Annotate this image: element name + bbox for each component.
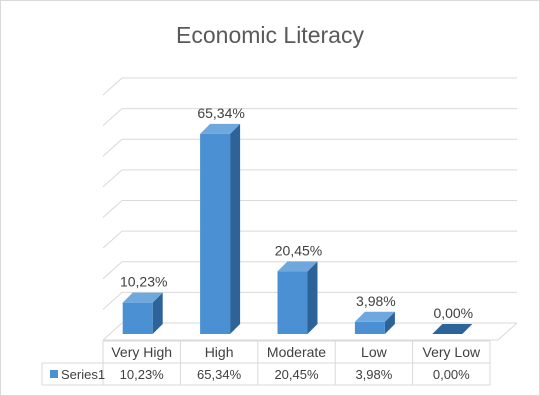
- bar-side: [384, 311, 395, 334]
- bar-very-low: [432, 324, 473, 334]
- gridline-depth: [102, 292, 123, 310]
- data-labels: 10,23% 65,34% 20,45% 3,98% 0,00%: [120, 105, 473, 321]
- table-cell: 65,34%: [197, 367, 242, 382]
- gridline-depth: [102, 77, 123, 96]
- data-label: 0,00%: [433, 305, 473, 321]
- series-name: Series1: [61, 367, 105, 382]
- bar-very-high: [122, 292, 163, 334]
- data-label: 10,23%: [120, 274, 167, 290]
- bar-low: [354, 311, 395, 334]
- bar-side: [307, 261, 318, 334]
- table-cell: 3,98%: [355, 367, 392, 382]
- gridline-depth: [102, 230, 123, 249]
- bar-top: [354, 311, 395, 322]
- legend-key: [50, 370, 58, 378]
- table-cell: 0,00%: [433, 367, 470, 382]
- category-label: Very Low: [423, 344, 481, 360]
- gridline-depth: [102, 108, 123, 126]
- bar-front: [200, 133, 231, 334]
- gridline-depth: [102, 200, 123, 218]
- data-label: 20,45%: [275, 242, 322, 258]
- bar-front: [277, 271, 308, 334]
- gridline-depth: [102, 169, 123, 188]
- table-cell: 20,45%: [274, 367, 319, 382]
- chart-title: Economic Literacy: [176, 22, 364, 48]
- table-cell: 10,23%: [120, 367, 165, 382]
- bar-front: [122, 302, 153, 334]
- gridline-depth: [102, 261, 123, 280]
- bar-top: [200, 123, 241, 134]
- bar-high: [200, 123, 241, 335]
- bar-top: [277, 261, 318, 272]
- category-label: High: [205, 344, 234, 360]
- data-table: Very High 10,23% High 65,34% Moderate 20,45% L…: [41, 340, 491, 386]
- gridline-depth: [102, 138, 123, 157]
- bars: [122, 123, 473, 335]
- bar-side: [230, 123, 241, 335]
- bar-moderate: [277, 261, 318, 334]
- bar-top: [432, 324, 473, 334]
- gridlines: [102, 77, 518, 341]
- category-label: Moderate: [267, 344, 326, 360]
- bar-front: [354, 321, 385, 334]
- category-label: Low: [361, 344, 388, 360]
- category-label: Very High: [111, 344, 172, 360]
- bar-side: [152, 292, 163, 334]
- data-label: 65,34%: [197, 105, 244, 121]
- floor-right-edge: [497, 322, 518, 341]
- data-label: 3,98%: [356, 293, 396, 309]
- gridline-depth: [102, 322, 123, 341]
- bar-top: [122, 292, 163, 303]
